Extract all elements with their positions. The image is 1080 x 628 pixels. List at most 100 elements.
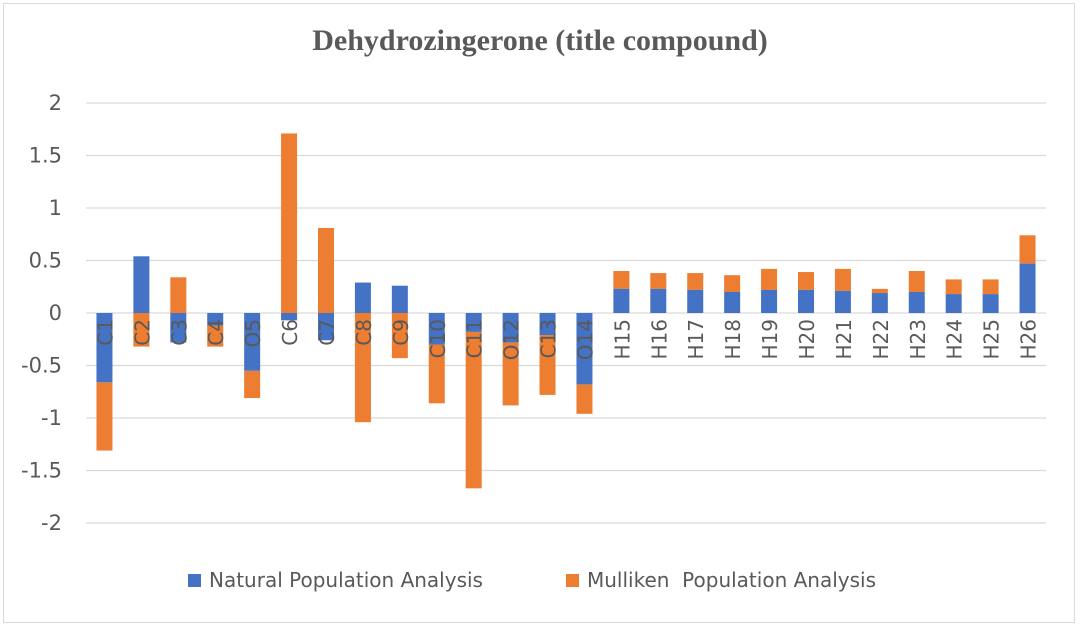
mulliken-bar: [502, 342, 519, 406]
x-category-label: H18: [721, 319, 745, 360]
y-tick-label: -1.5: [21, 459, 62, 483]
natural-bar: [761, 289, 778, 313]
x-category-label: H25: [980, 319, 1004, 360]
legend-label: Natural Population Analysis: [209, 568, 483, 592]
natural-bar: [650, 288, 667, 313]
x-category-label: H23: [906, 319, 930, 360]
mulliken-bar: [576, 384, 593, 414]
y-tick-label: 0: [49, 301, 62, 325]
mulliken-bar: [318, 227, 334, 313]
legend-label: Mulliken Population Analysis: [587, 568, 877, 592]
x-category-label: H22: [869, 319, 893, 360]
x-category-label: C8: [352, 319, 376, 346]
x-category-label: C3: [167, 319, 191, 346]
x-category-label: C11: [463, 319, 487, 358]
mulliken-bar: [465, 331, 482, 489]
natural-bar: [391, 285, 408, 313]
mulliken-bar: [133, 313, 150, 347]
x-axis-category-labels: C1 C2 C3 C4 O5 C6 C7 C8 C9 C10 C11 O12 C13 O14 H15 H16 H…: [93, 319, 1040, 360]
bars: [96, 133, 1036, 489]
natural-bar: [1019, 263, 1036, 313]
x-category-label: H19: [758, 319, 782, 360]
mulliken-bar: [1019, 235, 1036, 264]
y-tick-label: 0.5: [29, 249, 62, 273]
x-category-label: H16: [647, 319, 671, 360]
x-category-label: C6: [278, 319, 302, 346]
y-tick-label: -2: [41, 511, 62, 535]
natural-bar: [576, 313, 593, 385]
natural-bar: [133, 256, 150, 313]
natural-bar: [318, 313, 334, 341]
natural-bar: [502, 313, 519, 343]
mulliken-bar: [170, 277, 187, 313]
natural-bar: [170, 313, 187, 343]
x-category-label: H24: [943, 319, 967, 360]
mulliken-bar: [945, 279, 962, 295]
chart-legend: Natural Population Analysis Mulliken Popu…: [0, 568, 1080, 594]
x-category-label: C2: [130, 319, 154, 346]
x-category-label: C9: [389, 319, 413, 346]
chart-title: Dehydrozingerone (title compound): [312, 24, 768, 57]
x-category-label: C13: [537, 319, 561, 358]
x-category-label: H17: [684, 319, 708, 360]
x-category-label: H20: [795, 319, 819, 360]
mulliken-bar: [650, 273, 667, 289]
natural-bar: [539, 313, 556, 336]
natural-bar: [354, 282, 371, 313]
mulliken-bar: [834, 268, 851, 291]
natural-bar: [428, 313, 445, 345]
natural-bar: [945, 294, 962, 313]
y-tick-label: -1: [41, 406, 62, 430]
mulliken-bar: [428, 344, 445, 404]
mulliken-bar: [613, 271, 630, 289]
mulliken-bar: [244, 370, 261, 399]
natural-bar: [613, 288, 630, 313]
x-category-label: C7: [315, 319, 339, 346]
gridlines: [86, 102, 1046, 524]
bar-chart-plot-area: 2 1.5 1 0.5 0 -0.5 -1 -1.5 -2 C1 C2 C3 C4 O5 C6 C7 C8 C9…: [21, 91, 1046, 535]
x-category-label: O12: [500, 319, 524, 360]
natural-bar: [687, 289, 704, 313]
natural-bar: [281, 313, 298, 321]
x-category-label: H21: [832, 319, 856, 360]
mulliken-bar: [724, 275, 741, 292]
y-tick-label: 2: [49, 91, 62, 115]
natural-bar: [982, 294, 999, 313]
x-category-label: C1: [93, 319, 117, 346]
mulliken-bar: [687, 273, 704, 290]
y-tick-label: 1.5: [29, 144, 62, 168]
x-category-label: O5: [241, 319, 265, 347]
mulliken-bar: [761, 268, 778, 290]
natural-bar: [465, 313, 482, 332]
natural-bar: [724, 292, 741, 313]
natural-bar: [908, 292, 925, 313]
mulliken-bar: [354, 313, 371, 423]
y-axis-tick-labels: 2 1.5 1 0.5 0 -0.5 -1 -1.5 -2: [21, 91, 62, 535]
x-category-label: H15: [610, 319, 634, 360]
natural-bar: [207, 313, 224, 326]
natural-bar: [871, 293, 888, 313]
legend-swatch: [566, 573, 579, 587]
mulliken-bar: [539, 335, 556, 395]
y-tick-label: 1: [49, 196, 62, 220]
natural-bar: [96, 313, 113, 383]
mulliken-bar: [871, 288, 888, 294]
mulliken-bar: [982, 279, 999, 295]
mulliken-bar: [281, 133, 298, 313]
mulliken-bar: [798, 272, 814, 290]
mulliken-bar: [908, 271, 925, 292]
x-category-label: C4: [204, 319, 228, 346]
x-category-label: H26: [1017, 319, 1041, 360]
mulliken-bar: [207, 325, 224, 347]
natural-bar: [798, 289, 814, 313]
legend-swatch: [188, 573, 201, 587]
x-category-label: O14: [573, 319, 597, 360]
x-category-label: C10: [426, 319, 450, 358]
natural-bar: [244, 313, 261, 371]
mulliken-bar: [391, 313, 408, 359]
y-tick-label: -0.5: [21, 354, 62, 378]
legend-item: Mulliken Population Analysis: [566, 568, 876, 592]
legend-item: Natural Population Analysis: [188, 568, 483, 592]
natural-bar: [834, 290, 851, 313]
mulliken-bar: [96, 382, 113, 451]
